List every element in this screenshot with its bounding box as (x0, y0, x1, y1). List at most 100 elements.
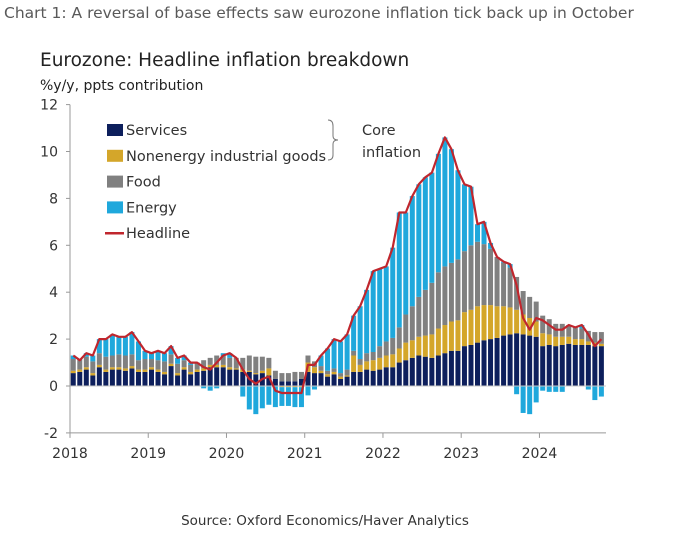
bar-services (155, 371, 161, 386)
bar-energy (129, 332, 135, 355)
bar-services (475, 342, 480, 386)
bar-nonenergy-industrial-goods (475, 306, 480, 343)
bar-food (540, 315, 546, 334)
bar-food (90, 361, 96, 374)
bar-energy (298, 387, 304, 408)
bar-nonenergy-industrial-goods (253, 373, 259, 375)
bar-energy (122, 336, 128, 356)
bar-services (175, 375, 181, 386)
bar-energy (514, 386, 520, 395)
bar-energy (488, 242, 494, 249)
bar-nonenergy-industrial-goods (455, 320, 461, 351)
bar-energy (253, 386, 259, 415)
bar-nonenergy-industrial-goods (259, 370, 265, 374)
bar-nonenergy-industrial-goods (344, 375, 350, 377)
bar-nonenergy-industrial-goods (181, 367, 187, 370)
bar-services (129, 368, 135, 386)
bar-services (598, 346, 604, 386)
legend-label: Services (126, 123, 187, 139)
bar-nonenergy-industrial-goods (168, 363, 174, 367)
bar-food (351, 350, 357, 356)
bar-energy (259, 386, 265, 409)
legend-label: Headline (126, 226, 190, 242)
bar-services (553, 346, 559, 386)
bar-services (285, 381, 291, 386)
bar-services (585, 344, 591, 386)
bar-energy (585, 386, 591, 390)
bar-services (559, 344, 565, 386)
bar-energy (240, 386, 246, 397)
bar-energy (461, 184, 467, 252)
bar-energy (396, 212, 402, 328)
bar-services (122, 370, 128, 386)
bar-nonenergy-industrial-goods (461, 312, 467, 347)
bar-services (214, 367, 220, 386)
bar-nonenergy-industrial-goods (135, 369, 141, 372)
bar-food (207, 357, 213, 365)
bar-nonenergy-industrial-goods (266, 368, 272, 376)
bar-food (429, 282, 435, 335)
bar-nonenergy-industrial-goods (501, 306, 507, 336)
headline-line (72, 136, 603, 395)
bar-nonenergy-industrial-goods (351, 355, 357, 372)
bar-nonenergy-industrial-goods (233, 368, 239, 370)
bar-nonenergy-industrial-goods (377, 357, 383, 370)
bar-energy (266, 386, 272, 405)
bar-food (461, 251, 467, 313)
legend-swatch-energy (107, 201, 123, 214)
bar-services (488, 339, 494, 386)
bar-energy (390, 247, 396, 338)
bar-energy (285, 387, 291, 406)
bar-nonenergy-industrial-goods (442, 325, 448, 354)
bar-food (201, 360, 207, 369)
bar-services (90, 375, 96, 386)
bar-energy (142, 350, 148, 360)
y-axis-label: %y/y, ppts contribution (40, 78, 204, 94)
bar-energy (475, 224, 480, 242)
legend-swatch-nonenergy-industrial-goods (107, 149, 123, 162)
bar-services (566, 343, 572, 386)
bar-energy (409, 196, 415, 307)
bar-food (396, 327, 402, 349)
bar-energy (592, 386, 598, 401)
bar-services (501, 335, 507, 386)
bar-food (448, 262, 454, 322)
bar-services (592, 346, 598, 386)
bar-food (142, 359, 148, 370)
bar-services (468, 344, 474, 386)
bar-nonenergy-industrial-goods (488, 305, 494, 340)
bar-food (422, 289, 428, 336)
bar-services (220, 367, 226, 386)
bar-food (416, 296, 422, 337)
y-tick-label: 4 (49, 285, 58, 301)
bar-food (481, 244, 487, 306)
bar-nonenergy-industrial-goods (188, 371, 194, 375)
bar-nonenergy-industrial-goods (579, 339, 585, 345)
bar-nonenergy-industrial-goods (468, 309, 474, 345)
bar-nonenergy-industrial-goods (540, 333, 546, 347)
bar-food (383, 341, 389, 356)
bar-food (338, 373, 344, 377)
bar-nonenergy-industrial-goods (298, 386, 304, 388)
bar-food (364, 353, 370, 362)
bar-services (103, 371, 109, 386)
bar-food (135, 360, 141, 370)
bar-services (318, 373, 324, 386)
bar-food (83, 356, 89, 368)
x-tick-label: 2020 (209, 446, 245, 462)
bar-services (461, 346, 467, 386)
bar-food (527, 296, 533, 318)
bar-nonenergy-industrial-goods (142, 369, 148, 372)
bar-services (383, 367, 389, 386)
bar-services (194, 371, 200, 386)
bar-energy (481, 221, 487, 245)
bar-services (416, 355, 422, 386)
bar-services (533, 336, 539, 386)
bar-nonenergy-industrial-goods (70, 370, 76, 374)
bar-food (488, 248, 494, 306)
bar-food (305, 355, 311, 363)
bar-energy (383, 266, 389, 342)
x-tick-label: 2018 (52, 446, 88, 462)
bar-energy (351, 315, 357, 351)
